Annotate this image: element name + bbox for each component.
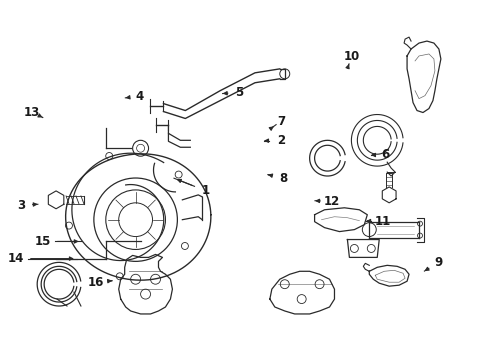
Text: 14: 14 [8, 252, 24, 265]
Text: 6: 6 [381, 148, 389, 162]
Text: 15: 15 [35, 235, 51, 248]
Text: 3: 3 [17, 198, 25, 212]
Text: 8: 8 [279, 172, 287, 185]
Text: 9: 9 [434, 256, 442, 269]
Text: 4: 4 [136, 90, 144, 103]
Text: 12: 12 [323, 195, 340, 208]
Text: 16: 16 [88, 276, 104, 289]
Text: 5: 5 [235, 86, 243, 99]
Text: 11: 11 [374, 215, 390, 228]
Text: 1: 1 [201, 184, 209, 197]
Text: 2: 2 [276, 134, 285, 147]
Text: 7: 7 [276, 114, 285, 127]
Text: 10: 10 [343, 50, 359, 63]
Text: 13: 13 [24, 105, 40, 119]
